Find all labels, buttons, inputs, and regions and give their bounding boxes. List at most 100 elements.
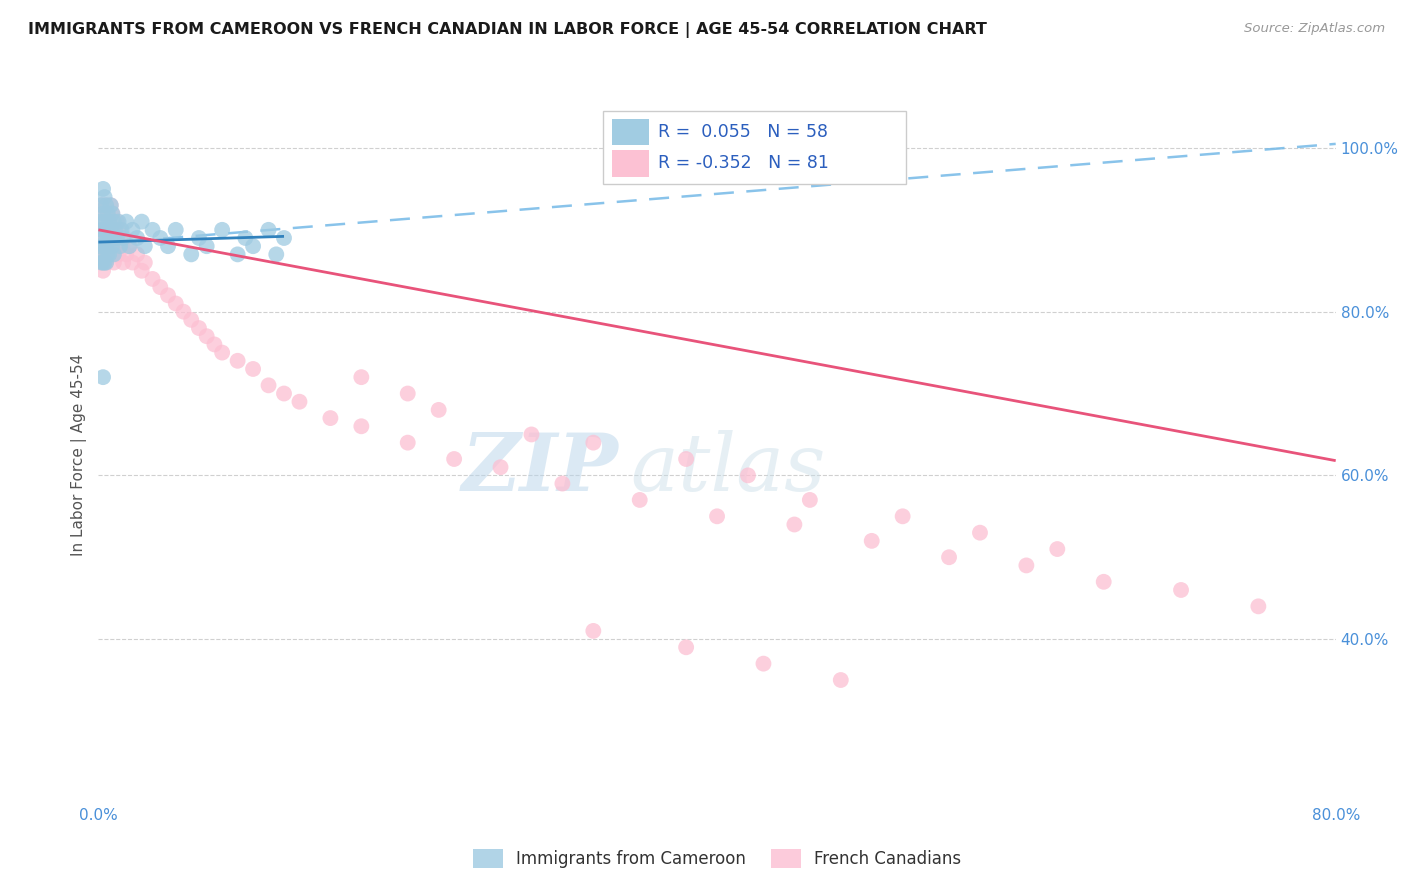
Point <box>108 239 131 253</box>
Point <box>101 206 124 220</box>
Point <box>91 182 114 196</box>
Point <box>90 255 112 269</box>
Point <box>173 304 195 318</box>
Point <box>257 378 280 392</box>
Point <box>628 492 651 507</box>
Point <box>257 223 280 237</box>
Point <box>118 239 141 253</box>
Point <box>195 239 218 253</box>
Point <box>489 460 512 475</box>
Point <box>93 190 115 204</box>
Point <box>90 231 112 245</box>
Point <box>107 247 129 261</box>
Point <box>115 214 138 228</box>
Point <box>118 239 141 253</box>
Point <box>211 345 233 359</box>
Point <box>157 288 180 302</box>
Point <box>180 247 202 261</box>
Point <box>242 362 264 376</box>
Point <box>114 231 136 245</box>
Point <box>107 214 129 228</box>
Point <box>93 239 115 253</box>
Y-axis label: In Labor Force | Age 45-54: In Labor Force | Age 45-54 <box>72 354 87 556</box>
Point <box>131 214 153 228</box>
Point <box>96 255 118 269</box>
Point <box>127 231 149 245</box>
Point <box>891 509 914 524</box>
Point <box>551 476 574 491</box>
Point <box>89 239 111 253</box>
Point <box>195 329 218 343</box>
Point <box>288 394 311 409</box>
Point <box>969 525 991 540</box>
Text: Source: ZipAtlas.com: Source: ZipAtlas.com <box>1244 22 1385 36</box>
Point <box>783 517 806 532</box>
Point <box>89 247 111 261</box>
Point <box>134 255 156 269</box>
Point <box>142 223 165 237</box>
Point <box>98 214 121 228</box>
Point <box>100 198 122 212</box>
Point <box>860 533 883 548</box>
Point <box>350 370 373 384</box>
Point <box>103 214 125 228</box>
Point <box>134 239 156 253</box>
Point <box>226 247 249 261</box>
Point <box>103 255 125 269</box>
Text: atlas: atlas <box>630 430 825 508</box>
Point <box>112 255 135 269</box>
Point <box>96 223 118 237</box>
Point <box>100 198 122 212</box>
Point <box>582 624 605 638</box>
Point <box>89 214 111 228</box>
Text: R =  0.055   N = 58: R = 0.055 N = 58 <box>658 123 828 141</box>
Point <box>91 370 114 384</box>
Point <box>96 198 118 212</box>
Point <box>96 239 118 253</box>
Point <box>97 206 120 220</box>
Point <box>427 403 450 417</box>
Point <box>91 239 114 253</box>
Point <box>93 214 115 228</box>
Point <box>675 640 697 655</box>
Point <box>97 231 120 245</box>
Point <box>149 280 172 294</box>
Point <box>90 223 112 237</box>
Point <box>226 353 249 368</box>
Point <box>101 247 124 261</box>
Point <box>90 198 112 212</box>
Point <box>1015 558 1038 573</box>
Point <box>111 223 134 237</box>
Point <box>582 435 605 450</box>
Legend: Immigrants from Cameroon, French Canadians: Immigrants from Cameroon, French Canadia… <box>465 842 969 874</box>
Point <box>93 255 115 269</box>
Point <box>96 231 118 245</box>
Point <box>100 223 122 237</box>
Point <box>96 198 118 212</box>
Point <box>97 206 120 220</box>
Point <box>111 239 134 253</box>
Point <box>97 239 120 253</box>
Point <box>165 296 187 310</box>
Point <box>737 468 759 483</box>
Point <box>1170 582 1192 597</box>
Point <box>706 509 728 524</box>
Point <box>98 247 121 261</box>
Point <box>180 313 202 327</box>
Point <box>91 231 114 245</box>
Point <box>520 427 543 442</box>
Point <box>91 206 114 220</box>
Point <box>91 255 114 269</box>
FancyBboxPatch shape <box>612 119 650 145</box>
Point <box>90 255 112 269</box>
Point <box>98 214 121 228</box>
Point <box>830 673 852 687</box>
Point <box>103 223 125 237</box>
Point <box>121 223 143 237</box>
Point <box>396 386 419 401</box>
Point <box>100 239 122 253</box>
Point <box>103 247 125 261</box>
Point <box>90 198 112 212</box>
Point <box>101 239 124 253</box>
FancyBboxPatch shape <box>612 150 650 177</box>
